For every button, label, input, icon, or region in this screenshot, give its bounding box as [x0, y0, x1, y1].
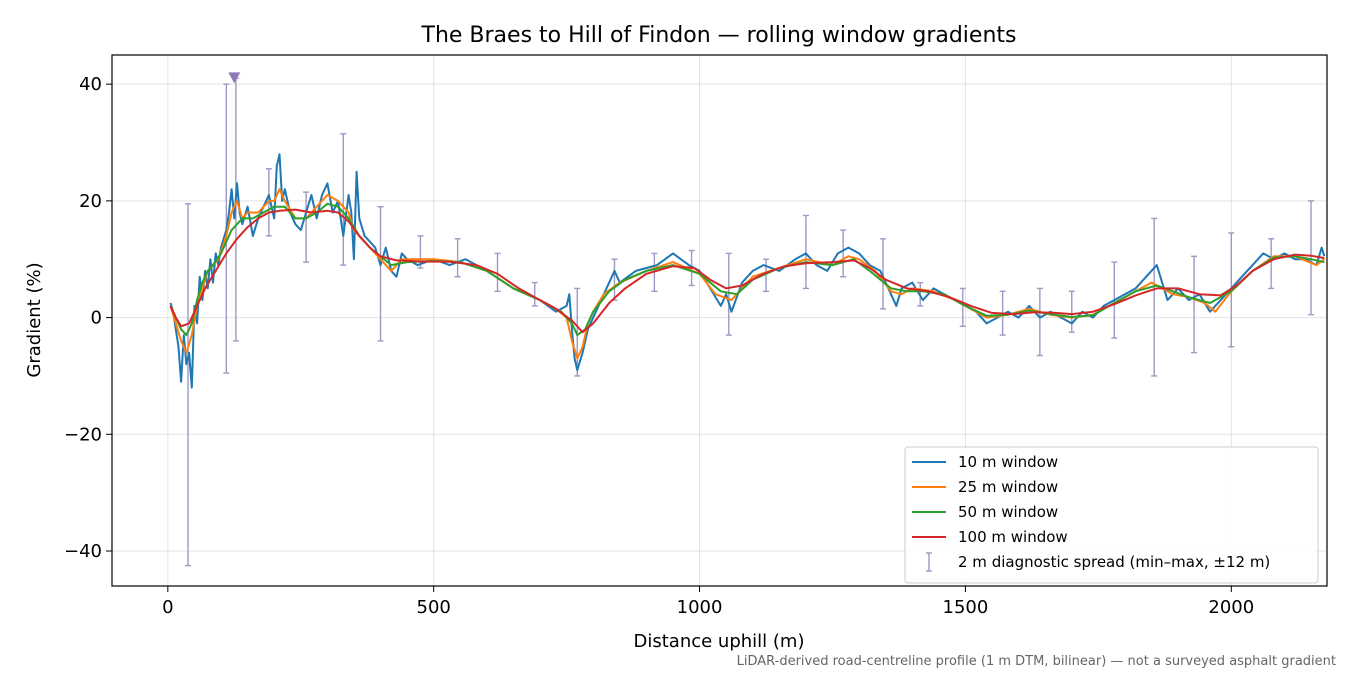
- spread-bar: [377, 206, 384, 342]
- legend-swatch-spread: [926, 552, 932, 572]
- marker-layer: [228, 72, 241, 84]
- spread-bar: [340, 133, 347, 266]
- series-line-4: [169, 208, 1325, 334]
- y-axis: −40 −20 0 20 40: [64, 74, 112, 562]
- spread-bar: [959, 287, 966, 328]
- legend-entry-label: 50 m window: [958, 503, 1058, 521]
- spread-bar: [1151, 217, 1158, 377]
- x-tick-label: 0: [162, 597, 173, 618]
- x-tick-label: 2000: [1208, 597, 1254, 618]
- spread-bar: [1191, 255, 1198, 354]
- spread-bar: [417, 235, 424, 269]
- spread-bar: [494, 252, 501, 293]
- x-axis-label: Distance uphill (m): [634, 631, 805, 652]
- legend-entry-label: 10 m window: [958, 453, 1058, 471]
- spread-bar: [1308, 200, 1315, 316]
- legend-entry-label: 25 m window: [958, 478, 1058, 496]
- peak-marker: [228, 72, 241, 84]
- spread-bar: [802, 214, 809, 290]
- series-line-3: [169, 202, 1325, 337]
- y-tick-label: 20: [79, 191, 102, 212]
- spread-bar: [1268, 238, 1275, 290]
- series-line-1: [169, 153, 1326, 389]
- spread-bar: [840, 229, 847, 278]
- spread-bar: [611, 258, 618, 301]
- x-tick-label: 1000: [677, 597, 723, 618]
- spread-bar: [303, 191, 310, 263]
- y-axis-label: Gradient (%): [24, 262, 45, 377]
- spread-bar: [1068, 290, 1075, 333]
- y-tick-label: 0: [91, 308, 102, 329]
- legend-entry-label: 100 m window: [958, 528, 1068, 546]
- x-tick-label: 500: [417, 597, 451, 618]
- y-tick-label: −40: [64, 541, 102, 562]
- spread-bar: [574, 287, 581, 377]
- spread-bar: [763, 258, 770, 293]
- spread-bar: [454, 238, 461, 278]
- y-tick-label: 40: [79, 74, 102, 95]
- x-tick-label: 1500: [943, 597, 989, 618]
- spread-bar: [531, 281, 538, 307]
- series-lines: [169, 153, 1326, 389]
- x-axis: 0 500 1000 1500 2000: [162, 586, 1254, 618]
- spread-bar: [880, 238, 887, 310]
- spread-bar: [185, 203, 192, 567]
- y-tick-label: −20: [64, 424, 102, 445]
- footnote: LiDAR-derived road-centreline profile (1…: [737, 654, 1336, 669]
- legend-entry-label: 2 m diagnostic spread (min–max, ±12 m): [958, 553, 1270, 571]
- plot-frame: [111, 54, 1328, 587]
- chart-title: The Braes to Hill of Findon — rolling wi…: [421, 23, 1017, 48]
- legend-box: [904, 446, 1319, 584]
- spread-bar: [725, 252, 732, 336]
- spread-bar: [1036, 287, 1043, 357]
- legend: 10 m window 25 m window 50 m window 100 m w…: [904, 446, 1319, 584]
